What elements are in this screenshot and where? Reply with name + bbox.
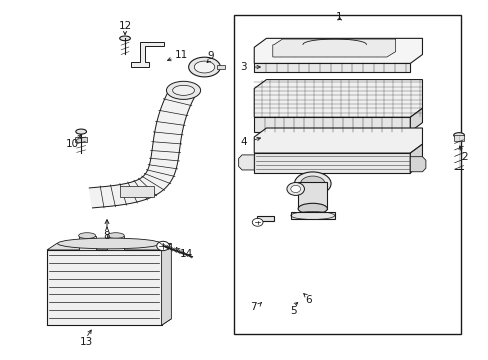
Text: 12: 12 bbox=[118, 21, 131, 31]
Text: 6: 6 bbox=[305, 295, 311, 305]
Text: 2: 2 bbox=[461, 152, 467, 162]
Polygon shape bbox=[254, 128, 422, 153]
Text: 5: 5 bbox=[289, 306, 296, 316]
Polygon shape bbox=[238, 155, 254, 170]
Text: 1: 1 bbox=[336, 12, 342, 22]
Text: 3: 3 bbox=[240, 62, 246, 72]
Polygon shape bbox=[409, 108, 422, 132]
Bar bbox=[453, 135, 463, 141]
Text: 13: 13 bbox=[79, 337, 92, 347]
Polygon shape bbox=[272, 39, 395, 57]
Polygon shape bbox=[256, 216, 273, 221]
Ellipse shape bbox=[453, 133, 464, 138]
Ellipse shape bbox=[298, 203, 327, 214]
Circle shape bbox=[157, 241, 169, 251]
Text: 4: 4 bbox=[240, 138, 246, 147]
Ellipse shape bbox=[79, 233, 96, 238]
Ellipse shape bbox=[166, 81, 200, 99]
Ellipse shape bbox=[76, 129, 86, 134]
Text: 9: 9 bbox=[206, 51, 213, 61]
Polygon shape bbox=[254, 80, 422, 117]
Text: 10: 10 bbox=[66, 139, 79, 149]
Bar bbox=[107, 235, 124, 250]
Bar bbox=[216, 65, 225, 69]
Bar bbox=[233, 15, 460, 334]
Circle shape bbox=[290, 185, 300, 193]
Polygon shape bbox=[254, 117, 409, 132]
Bar bbox=[290, 212, 334, 220]
Ellipse shape bbox=[194, 61, 214, 73]
Text: 7: 7 bbox=[249, 302, 256, 312]
Polygon shape bbox=[409, 144, 422, 173]
Ellipse shape bbox=[107, 233, 124, 238]
Ellipse shape bbox=[300, 176, 325, 191]
Ellipse shape bbox=[120, 36, 130, 41]
Bar bbox=[79, 235, 96, 250]
Polygon shape bbox=[254, 63, 409, 72]
Ellipse shape bbox=[188, 57, 220, 77]
Polygon shape bbox=[47, 243, 171, 250]
Polygon shape bbox=[131, 42, 163, 67]
Ellipse shape bbox=[58, 238, 161, 249]
Circle shape bbox=[286, 183, 304, 195]
Ellipse shape bbox=[294, 172, 330, 195]
Polygon shape bbox=[47, 319, 171, 325]
Bar bbox=[75, 136, 87, 142]
Text: 11: 11 bbox=[175, 50, 188, 60]
Polygon shape bbox=[254, 39, 422, 63]
Polygon shape bbox=[161, 243, 171, 325]
Text: 14: 14 bbox=[180, 248, 193, 258]
Polygon shape bbox=[254, 153, 409, 173]
Polygon shape bbox=[89, 86, 196, 208]
Text: 8: 8 bbox=[103, 231, 110, 240]
Polygon shape bbox=[47, 250, 161, 325]
Ellipse shape bbox=[172, 85, 194, 95]
Polygon shape bbox=[409, 157, 425, 172]
Bar bbox=[120, 186, 154, 197]
Circle shape bbox=[252, 219, 263, 226]
Bar bbox=[298, 182, 327, 209]
